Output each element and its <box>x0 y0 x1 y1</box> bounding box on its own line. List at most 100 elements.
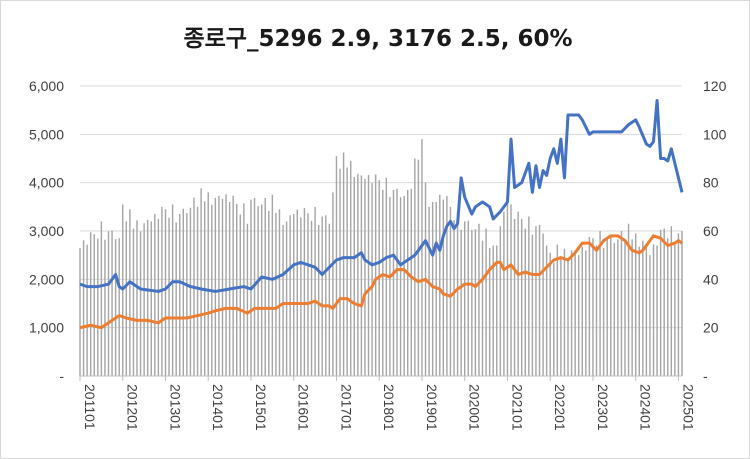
bar <box>367 174 370 376</box>
bar <box>592 238 594 376</box>
bar <box>403 195 405 376</box>
bar <box>353 177 355 376</box>
bar <box>171 204 174 376</box>
bar <box>467 220 469 376</box>
bar <box>674 243 676 376</box>
y-left-tick-label: 1,000 <box>29 320 64 336</box>
bar <box>257 206 259 376</box>
y-left-tick-label: 3,000 <box>29 223 64 239</box>
bar <box>371 183 373 376</box>
bar <box>659 229 662 376</box>
bar <box>321 216 323 376</box>
bar <box>189 207 192 376</box>
bar <box>577 255 580 376</box>
bar <box>307 213 309 376</box>
bar <box>610 235 612 376</box>
x-tick-label: 202201 <box>552 384 568 431</box>
bar <box>627 223 630 376</box>
bar <box>271 194 274 376</box>
bar <box>396 188 398 376</box>
bar <box>513 218 516 376</box>
bar <box>471 229 473 376</box>
y-left-tick-label: - <box>59 368 64 384</box>
bar <box>638 246 640 376</box>
bar <box>570 250 573 376</box>
bar <box>300 217 302 376</box>
x-tick-label: 202001 <box>467 384 483 431</box>
bar <box>456 211 459 376</box>
bar <box>399 197 402 376</box>
bar <box>182 208 185 376</box>
bar <box>463 221 466 376</box>
orange-line <box>79 234 683 330</box>
bar <box>414 158 416 376</box>
bar <box>79 247 81 376</box>
bar <box>542 233 544 376</box>
bar <box>157 218 160 376</box>
bar <box>150 221 152 376</box>
y-right-tick-label: 80 <box>703 175 719 191</box>
x-tick-label: 202401 <box>638 384 654 431</box>
bar <box>453 220 455 376</box>
bar <box>314 206 316 376</box>
bar <box>588 237 591 376</box>
bar <box>97 238 99 376</box>
bar <box>214 197 217 376</box>
y-right-tick-label: - <box>703 368 708 384</box>
bar <box>581 246 583 376</box>
bar <box>100 221 103 376</box>
x-tick-label: 202301 <box>595 384 611 431</box>
x-tick-label: 201201 <box>125 384 141 431</box>
x-tick-label: 202101 <box>510 384 526 431</box>
bar <box>264 197 266 376</box>
bar <box>520 218 523 376</box>
bar <box>624 241 626 376</box>
bar <box>634 233 637 376</box>
chart-title: 종로구_5296 2.9, 3176 2.5, 60% <box>183 26 572 52</box>
bar <box>332 192 334 376</box>
bar <box>225 194 227 376</box>
bar <box>446 195 448 376</box>
bar <box>631 239 633 376</box>
bar <box>310 220 313 376</box>
x-tick-label: 201401 <box>210 384 226 431</box>
y-right-tick-label: 60 <box>703 223 719 239</box>
bar <box>325 215 327 376</box>
x-tick-label: 201601 <box>296 384 312 431</box>
bar <box>652 244 655 376</box>
bar <box>282 224 284 376</box>
bar <box>382 189 384 376</box>
bar <box>538 224 541 376</box>
bar <box>599 231 601 376</box>
bar <box>431 202 434 376</box>
bar <box>93 234 95 376</box>
bar <box>645 245 648 376</box>
bar <box>268 210 270 376</box>
bar <box>449 206 452 376</box>
bar <box>296 209 299 376</box>
bar <box>82 240 85 376</box>
y-right-tick-label: 40 <box>703 271 719 287</box>
bar <box>485 228 487 376</box>
bar-series <box>79 139 683 376</box>
bar <box>460 229 462 376</box>
y-left-tick-label: 5,000 <box>29 126 64 142</box>
bar <box>317 224 320 376</box>
bar <box>236 203 238 376</box>
y-left-tick-label: 6,000 <box>29 78 64 94</box>
bar <box>602 247 605 376</box>
y-right-tick-label: 20 <box>703 320 719 336</box>
bar <box>114 239 117 376</box>
bar <box>428 206 430 376</box>
x-tick-label: 201801 <box>381 384 397 431</box>
bar <box>442 199 445 376</box>
bar <box>146 219 149 376</box>
bar <box>670 226 673 376</box>
bar <box>232 195 234 376</box>
bar <box>560 257 562 376</box>
bar <box>439 194 441 376</box>
bar <box>89 232 92 376</box>
bar <box>649 255 651 376</box>
y-left-tick-label: 4,000 <box>29 175 64 191</box>
bar <box>132 228 135 376</box>
